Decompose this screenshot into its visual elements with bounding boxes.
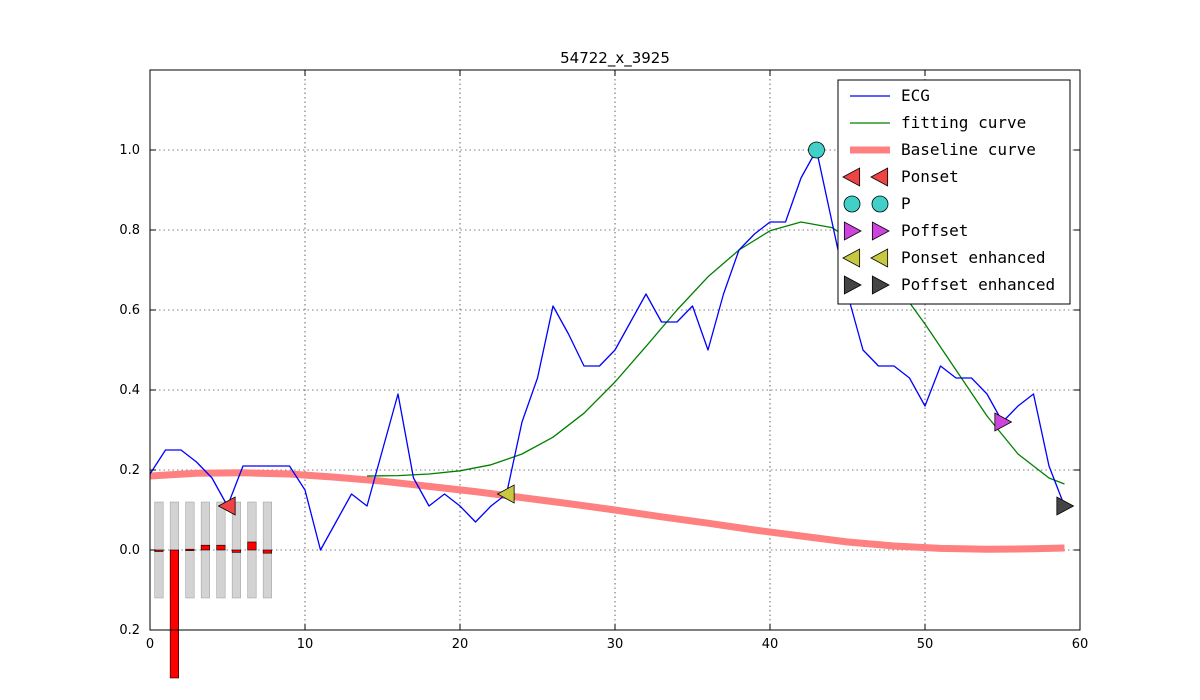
x-tick-label: 50 bbox=[917, 637, 934, 652]
legend-marker bbox=[843, 221, 862, 241]
legend-box bbox=[837, 79, 1071, 305]
legend-marker bbox=[870, 167, 889, 187]
inset-bar bbox=[185, 548, 195, 552]
x-tick-label: 60 bbox=[1072, 637, 1089, 652]
x-tick-label: 40 bbox=[762, 637, 779, 652]
legend-marker bbox=[842, 167, 861, 187]
legend-label: ECG bbox=[901, 86, 930, 105]
y-tick-label: 0.0 bbox=[119, 543, 140, 558]
legend-label: fitting curve bbox=[901, 113, 1026, 132]
marker-ponset bbox=[217, 496, 236, 516]
inset-bar bbox=[231, 549, 241, 553]
legend-label: Ponset bbox=[901, 167, 959, 186]
chart-title: 54722_x_3925 bbox=[560, 49, 670, 68]
inset-bars bbox=[154, 501, 272, 679]
inset-bar bbox=[216, 544, 226, 551]
marker-ponset-enhanced bbox=[496, 484, 515, 504]
y-tick-label: 1.0 bbox=[119, 143, 140, 158]
inset-bar bbox=[200, 544, 210, 551]
marker-poffset-enhanced bbox=[1056, 496, 1075, 516]
x-tick-label: 0 bbox=[146, 637, 154, 652]
legend-marker bbox=[870, 248, 889, 268]
legend-marker bbox=[842, 248, 861, 268]
inset-bar bbox=[262, 549, 272, 554]
y-tick-label: 0.6 bbox=[119, 303, 140, 318]
legend-marker bbox=[843, 195, 861, 213]
legend: ECG fitting curve Baseline curve Ponset P Pof… bbox=[837, 79, 1071, 305]
y-tick-label: 0.2 bbox=[119, 463, 140, 478]
x-tick-label: 10 bbox=[297, 637, 314, 652]
inset-bar bbox=[169, 549, 179, 679]
y-tick-label: 0.4 bbox=[119, 383, 140, 398]
marker-p bbox=[808, 141, 825, 159]
legend-marker bbox=[871, 221, 890, 241]
y-tick-label: 0.2 bbox=[119, 623, 140, 638]
legend-label: Poffset bbox=[901, 221, 968, 240]
inset-bar bbox=[247, 541, 257, 551]
x-tick-label: 20 bbox=[452, 637, 469, 652]
legend-marker bbox=[871, 195, 889, 213]
y-tick-label: 0.8 bbox=[119, 223, 140, 238]
x-tick-label: 30 bbox=[607, 637, 624, 652]
legend-label: Ponset enhanced bbox=[901, 248, 1046, 267]
legend-label: Baseline curve bbox=[901, 140, 1036, 159]
marker-poffset bbox=[994, 412, 1013, 432]
inset-bar bbox=[154, 549, 164, 552]
series-layer bbox=[149, 141, 1075, 553]
series-line-ecg bbox=[149, 149, 1066, 551]
legend-marker bbox=[843, 275, 862, 295]
axes: 0 10 20 30 40 50 60 0.2 0.0 0.2 0.4 0.6 0.8 1.0 bbox=[119, 69, 1089, 652]
legend-label: Poffset enhanced bbox=[901, 275, 1055, 294]
series-line-baseline-curve bbox=[149, 469, 1065, 553]
legend-label: P bbox=[901, 194, 911, 213]
legend-marker bbox=[871, 275, 890, 295]
